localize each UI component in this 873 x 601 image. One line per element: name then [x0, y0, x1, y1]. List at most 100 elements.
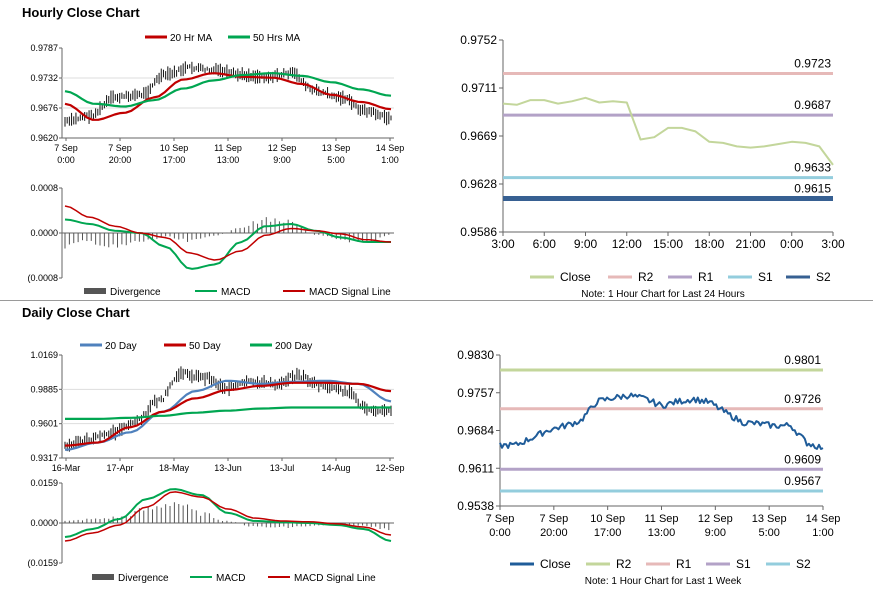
sr-x-tick-label: 9:00	[574, 237, 598, 251]
price-y-tick-label: 0.9885	[30, 384, 58, 394]
level-label-s2: 0.9567	[784, 474, 821, 488]
sr-legend-label-close: Close	[560, 270, 591, 284]
macd-y-tick-label: 0.0159	[30, 478, 58, 488]
moving-average-line-1	[64, 381, 392, 447]
level-label-s1: 0.9609	[784, 452, 821, 466]
legend-swatch-divergence	[92, 574, 114, 580]
sr-legend-label-s2: S2	[796, 557, 811, 571]
macd-line	[64, 218, 391, 270]
sr-y-tick-label: 0.9586	[460, 225, 497, 239]
level-label-r2: 0.9801	[784, 353, 821, 367]
price-x-tick-label: 1:00	[381, 155, 399, 165]
sr-x-tick-label: 5:00	[758, 527, 779, 539]
price-x-tick-label: 11 Sep	[214, 143, 242, 153]
legend-label: 20 Hr MA	[170, 33, 213, 44]
sr-legend-label-r1: R1	[698, 270, 714, 284]
price-x-tick-label: 17-Apr	[106, 463, 133, 473]
price-y-tick-label: 0.9676	[30, 103, 58, 113]
sr-x-tick-label: 9:00	[705, 527, 726, 539]
sr-x-tick-label: 14 Sep	[806, 513, 841, 525]
sr-x-tick-label: 10 Sep	[590, 513, 625, 525]
sr-x-tick-label: 15:00	[653, 237, 683, 251]
legend-label: 50 Day	[189, 341, 221, 352]
moving-average-line-0	[64, 379, 392, 451]
sr-x-tick-label: 13:00	[648, 527, 676, 539]
price-x-tick-label: 7 Sep	[108, 143, 132, 153]
sr-y-tick-label: 0.9684	[457, 424, 494, 438]
sr-x-tick-label: 21:00	[735, 237, 765, 251]
price-x-tick-label: 5:00	[327, 155, 345, 165]
sr-legend-label-s2: S2	[816, 270, 831, 284]
level-label-r1: 0.9687	[794, 98, 831, 112]
close-price-line	[502, 96, 834, 166]
legend-label: MACD	[221, 287, 250, 298]
legend-label: 200 Day	[275, 341, 312, 352]
sr-legend-label-r2: R2	[638, 270, 654, 284]
close-price-line	[499, 392, 824, 450]
sr-x-tick-label: 0:00	[489, 527, 510, 539]
price-x-tick-label: 9:00	[273, 155, 291, 165]
sr-x-tick-label: 0:00	[780, 237, 804, 251]
price-x-tick-label: 13-Jul	[270, 463, 295, 473]
sr-legend-label-r2: R2	[616, 557, 632, 571]
hourly-section-title: Hourly Close Chart	[22, 5, 140, 20]
legend-label: Divergence	[118, 573, 169, 584]
sr-x-tick-label: 12:00	[612, 237, 642, 251]
price-y-tick-label: 0.9787	[30, 43, 58, 53]
macd-line	[64, 488, 392, 542]
sr-x-tick-label: 20:00	[540, 527, 568, 539]
macd-signal-line	[64, 491, 392, 542]
sr-x-tick-label: 6:00	[533, 237, 557, 251]
price-x-tick-label: 16-Mar	[52, 463, 81, 473]
macd-y-tick-label: 0.0008	[30, 183, 58, 193]
legend-swatch-divergence	[84, 288, 106, 294]
sr-y-tick-label: 0.9669	[460, 129, 497, 143]
price-y-tick-label: 0.9601	[30, 419, 58, 429]
price-x-tick-label: 14 Sep	[376, 143, 405, 153]
sr-chart-note: Note: 1 Hour Chart for Last 24 Hours	[581, 289, 744, 300]
legend-label: MACD Signal Line	[294, 573, 376, 584]
moving-average-line-2	[65, 406, 391, 420]
sr-y-tick-label: 0.9752	[460, 33, 497, 47]
legend-label: 50 Hrs MA	[253, 33, 301, 44]
sr-y-tick-label: 0.9611	[458, 461, 494, 475]
legend-label: MACD	[216, 573, 245, 584]
sr-x-tick-label: 12 Sep	[698, 513, 733, 525]
price-x-tick-label: 14-Aug	[321, 463, 350, 473]
macd-signal-line	[64, 205, 392, 261]
price-x-tick-label: 12 Sep	[268, 143, 297, 153]
sr-x-tick-label: 18:00	[694, 237, 724, 251]
price-y-tick-label: 0.9317	[30, 453, 58, 463]
price-x-tick-label: 13:00	[217, 155, 240, 165]
price-x-tick-label: 7 Sep	[54, 143, 78, 153]
section-divider	[0, 300, 873, 301]
sr-x-tick-label: 1:00	[812, 527, 833, 539]
level-label-s1: 0.9633	[794, 161, 831, 175]
sr-x-tick-label: 17:00	[594, 527, 622, 539]
legend-label: Divergence	[110, 287, 161, 298]
sr-y-tick-label: 0.9628	[460, 177, 497, 191]
price-y-tick-label: 0.9732	[30, 73, 58, 83]
price-x-tick-label: 10 Sep	[160, 143, 189, 153]
price-x-tick-label: 12-Sep	[375, 463, 404, 473]
sr-y-tick-label: 0.9757	[457, 386, 494, 400]
sr-y-tick-label: 0.9538	[457, 499, 494, 513]
sr-x-tick-label: 3:00	[821, 237, 845, 251]
price-x-tick-label: 20:00	[109, 155, 132, 165]
sr-x-tick-label: 7 Sep	[486, 513, 515, 525]
sr-legend-label-s1: S1	[758, 270, 773, 284]
level-label-r2: 0.9723	[794, 57, 831, 71]
moving-average-line-0	[64, 72, 392, 121]
sr-x-tick-label: 3:00	[491, 237, 515, 251]
price-x-tick-label: 0:00	[57, 155, 75, 165]
legend-label: MACD Signal Line	[309, 287, 391, 298]
sr-legend-label-s1: S1	[736, 557, 751, 571]
price-y-tick-label: 1.0169	[30, 350, 58, 360]
level-label-s2: 0.9615	[794, 181, 831, 195]
price-x-tick-label: 18-May	[159, 463, 190, 473]
price-x-tick-label: 17:00	[163, 155, 186, 165]
macd-y-tick-label: (0.0008	[27, 273, 58, 283]
sr-chart-note: Note: 1 Hour Chart for Last 1 Week	[585, 576, 743, 587]
macd-y-tick-label: (0.0159	[27, 558, 58, 568]
